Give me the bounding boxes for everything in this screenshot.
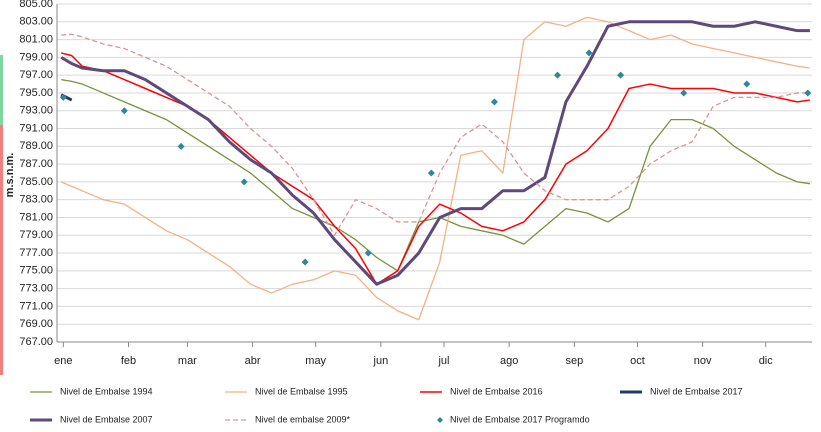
x-tick-label: jun	[373, 355, 389, 367]
y-tick-label: 781.00	[19, 211, 53, 223]
legend-label: Nivel de Embalse 1994	[60, 386, 153, 396]
y-tick-label: 775.00	[19, 265, 53, 277]
legend-label: Nivel de embalse 2009*	[255, 414, 351, 424]
x-tick-label: nov	[694, 355, 712, 367]
y-tick-label: 789.00	[19, 140, 53, 152]
legend-label: Nivel de Embalse 2017	[650, 386, 743, 396]
y-tick-label: 769.00	[19, 318, 53, 330]
legend: Nivel de Embalse 1994 Nivel de Embalse 19…	[30, 386, 743, 424]
legend-marker	[437, 417, 443, 423]
y-tick-label: 803.00	[19, 16, 53, 28]
y-tick-label: 779.00	[19, 229, 53, 241]
side-band	[0, 125, 3, 375]
data-point	[490, 98, 498, 106]
series-line	[61, 52, 811, 285]
y-tick-label: 801.00	[19, 33, 53, 45]
data-point	[177, 142, 185, 150]
x-tick-label: sep	[565, 355, 583, 367]
data-point	[240, 178, 248, 186]
series-line	[60, 20, 810, 286]
x-tick-label: dic	[759, 355, 774, 367]
data-point	[804, 89, 812, 97]
x-tick-label: ago	[500, 355, 518, 367]
data-point	[554, 71, 562, 79]
y-tick-label: 797.00	[19, 69, 53, 81]
y-axis-label: m.s.n.m.	[4, 153, 16, 198]
y-tick-label: 793.00	[19, 105, 53, 117]
legend-label: Nivel de Embalse 1995	[255, 386, 348, 396]
y-tick-label: 787.00	[19, 158, 53, 170]
y-tick-label: 791.00	[19, 122, 53, 134]
x-tick-label: oct	[630, 355, 645, 367]
y-tick-label: 773.00	[19, 283, 53, 295]
data-point	[743, 80, 751, 88]
side-band	[0, 55, 3, 125]
data-point	[364, 249, 372, 257]
x-tick-label: abr	[245, 355, 261, 367]
data-point	[427, 169, 435, 177]
y-tick-label: 799.00	[19, 51, 53, 63]
y-tick-label: 795.00	[19, 87, 53, 99]
series-line	[61, 78, 810, 272]
y-tick-label: 785.00	[19, 176, 53, 188]
x-tick-label: feb	[121, 355, 136, 367]
series-line	[60, 16, 810, 321]
data-point	[585, 49, 593, 57]
y-tick-label: 771.00	[19, 300, 53, 312]
y-tick-label: 805.00	[19, 0, 53, 10]
y-tick-label: 783.00	[19, 194, 53, 206]
x-tick-label: ene	[54, 355, 72, 367]
data-point	[301, 258, 309, 266]
x-tick-label: may	[305, 355, 326, 367]
data-point	[120, 107, 128, 115]
x-tick-label: jul	[437, 355, 449, 367]
series-line	[61, 33, 810, 236]
legend-label: Nivel de Embalse 2016	[450, 386, 543, 396]
legend-label: Nivel de Embalse 2007	[60, 414, 153, 424]
y-tick-label: 767.00	[19, 336, 53, 348]
x-tick-label: mar	[178, 355, 197, 367]
data-point	[59, 93, 67, 101]
data-point	[680, 89, 688, 97]
data-point	[617, 71, 625, 79]
y-tick-label: 777.00	[19, 247, 53, 259]
legend-label: Nivel de Embalse 2017 Programdo	[450, 414, 590, 424]
